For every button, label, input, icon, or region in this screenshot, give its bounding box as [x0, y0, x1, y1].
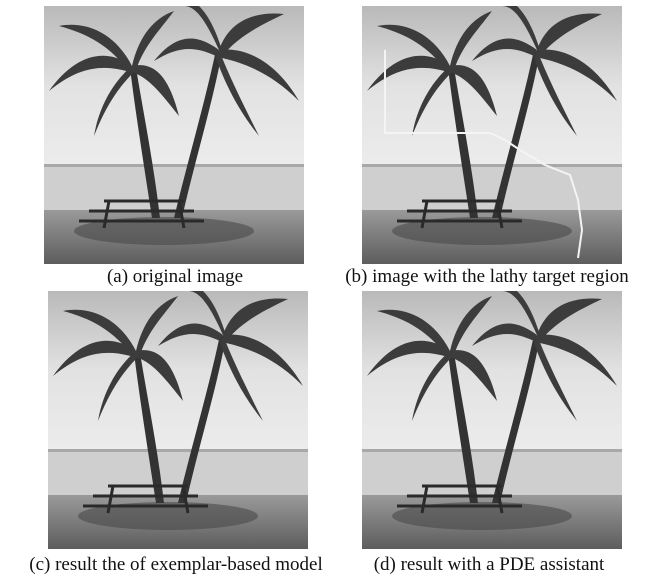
- caption: (d) result with a PDE assistant: [374, 554, 605, 575]
- photo: [44, 6, 304, 264]
- figure-page: (a) original image (b) image with the la…: [0, 0, 662, 579]
- caption: (b) image with the lathy target region: [345, 266, 629, 287]
- photo: [362, 291, 622, 549]
- caption: (a) original image: [107, 266, 243, 287]
- photo: [48, 291, 308, 549]
- caption: (c) result the of exemplar-based model: [29, 554, 322, 575]
- figure: (a) original image (b) image with the la…: [0, 0, 662, 579]
